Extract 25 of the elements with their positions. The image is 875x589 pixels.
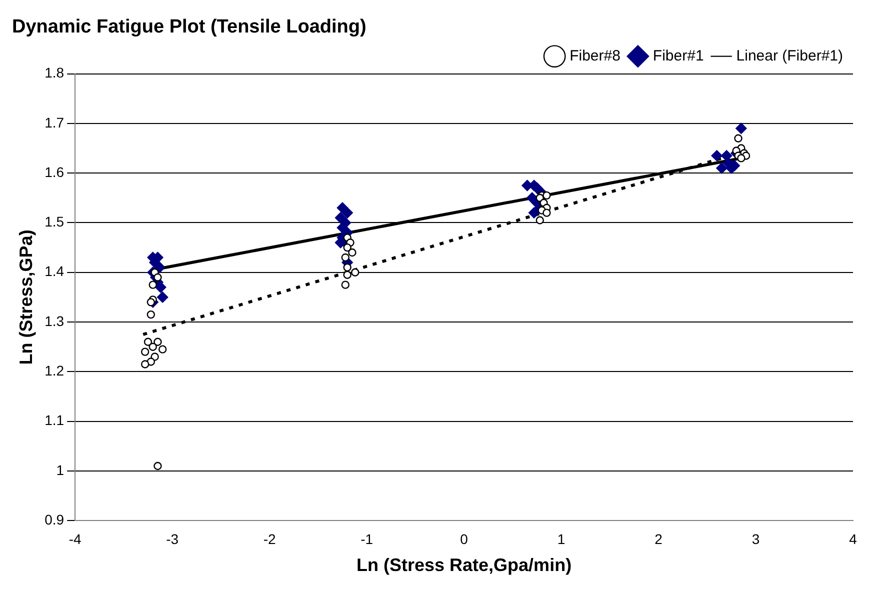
legend-label: Fiber#8 [570,47,620,64]
y-tick-label: 1.1 [44,412,64,428]
y-tick-label: 1.7 [44,114,64,130]
x-tick-label: -3 [166,530,179,547]
y-tick-label: 1.3 [44,312,64,329]
legend-label: Linear (Fiber#1) [736,47,844,64]
x-tick-label: -2 [263,530,276,547]
x-axis-title: Ln (Stress Rate,Gpa/min) [356,555,572,576]
y-tick-label: 1 [56,462,64,478]
x-tick-label: -1 [360,530,374,547]
x-tick-label: 2 [654,530,663,547]
chart-title: Dynamic Fatigue Plot (Tensile Loading) [12,16,366,38]
y-axis-title: Ln (Stress,GPa) [16,230,36,365]
x-tick-label: 0 [460,530,468,547]
y-tick-label: 1.6 [44,164,64,180]
y-tick-label: 0.9 [44,511,64,528]
x-tick-label: 3 [752,530,760,547]
x-tick-label: 1 [557,530,566,547]
y-tick-label: 1.5 [44,214,64,230]
y-tick-label: 1.2 [44,362,64,379]
y-tick-label: 1.4 [44,263,64,280]
x-tick-label: 4 [849,530,858,547]
x-tick-label: -4 [68,530,82,547]
y-tick-label: 1.8 [44,64,64,81]
legend-label: Fiber#1 [652,47,704,64]
